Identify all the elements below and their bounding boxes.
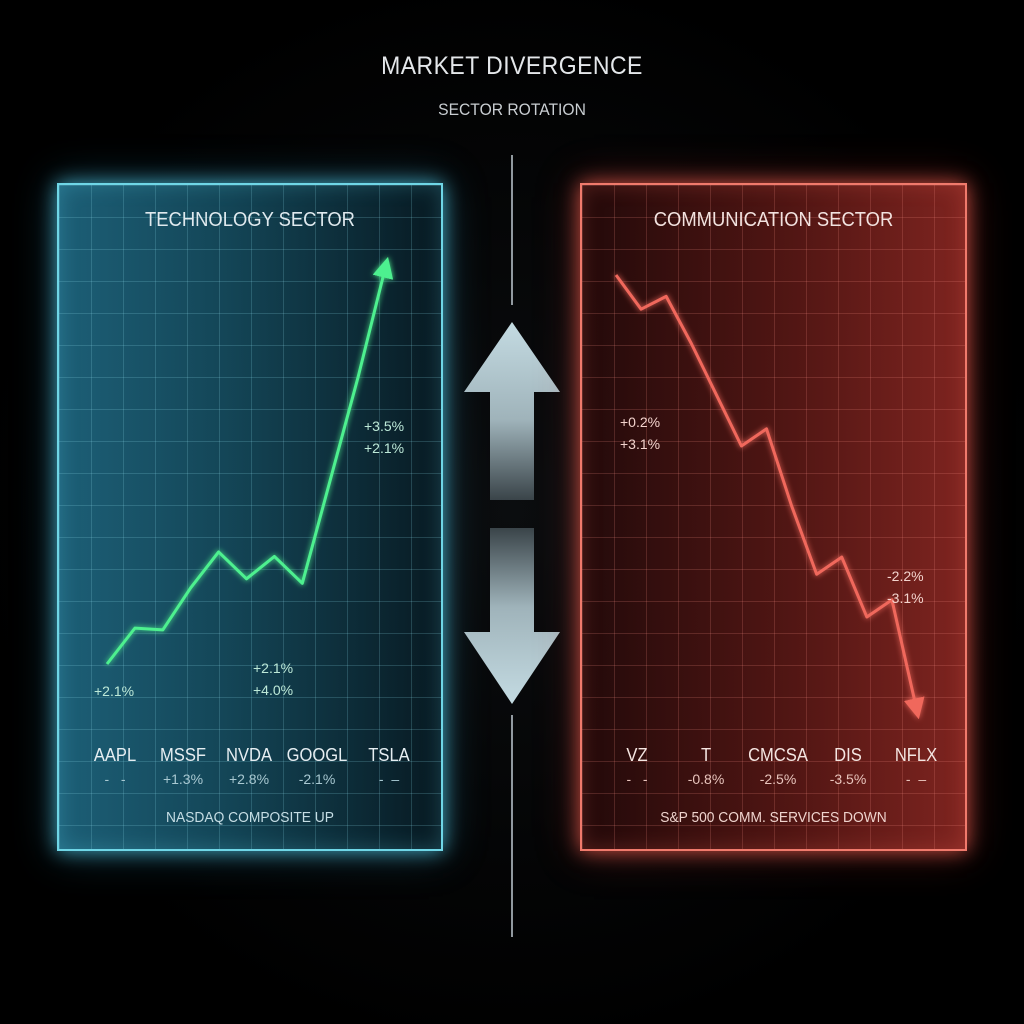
communication-line-chart (614, 274, 925, 720)
panel-footer: S&P 500 COMM. SERVICES DOWN (660, 809, 887, 826)
page-subtitle: SECTOR ROTATION (438, 100, 586, 119)
annotation-line: +4.0% (253, 682, 294, 698)
page-title: MARKET DIVERGENCE (381, 52, 643, 80)
technology-line-chart (105, 256, 394, 665)
center-divider-top (511, 155, 513, 305)
ticker-symbol: TSLA (368, 745, 410, 765)
ticker-symbol: NFLX (894, 745, 938, 765)
communication-sector-panel: COMMUNICATION SECTOR +0.2% +3.1% -2.2% -… (580, 183, 967, 851)
annotation-line: +2.1% (364, 440, 405, 456)
ticker-change: -3.5% (829, 771, 867, 787)
ticker-symbol: NVDA (225, 745, 272, 765)
annotation-start: +2.1% (94, 680, 134, 702)
ticker-dis: DIS -3.5% (813, 745, 883, 787)
ticker-googl: GOOGL -2.1% (282, 745, 352, 787)
annotation-start: +0.2% +3.1% (620, 411, 660, 455)
ticker-change: +2.8% (228, 771, 270, 787)
series-line (614, 274, 925, 720)
technology-sector-panel: TECHNOLOGY SECTOR +2.1% +2.1% +4.0% +3.5… (57, 183, 443, 851)
ticker-change: - – (378, 771, 400, 787)
annotation-mid: +2.1% +4.0% (253, 657, 293, 701)
ticker-change: - - (104, 771, 126, 787)
rotation-arrows (464, 322, 560, 704)
ticker-symbol: T (700, 745, 712, 765)
ticker-change: -0.8% (687, 771, 725, 787)
ticker-mssf: MSSF +1.3% (148, 745, 218, 787)
ticker-vz: VZ - - (602, 745, 672, 787)
series-line (105, 256, 394, 665)
annotation-end: -2.2% -3.1% (887, 565, 924, 609)
center-divider-bottom (511, 715, 513, 937)
annotation-line: +0.2% (620, 414, 661, 430)
annotation-line: +2.1% (253, 660, 294, 676)
annotation-line: +3.1% (620, 436, 661, 452)
annotation-end: +3.5% +2.1% (364, 415, 404, 459)
up-arrow-icon (464, 322, 560, 500)
ticker-row: AAPL - - MSSF +1.3% NVDA +2.8% GOOGL -2.… (59, 745, 441, 797)
annotation-line: -2.2% (887, 568, 924, 584)
ticker-aapl: AAPL - - (80, 745, 150, 787)
ticker-change: - - (626, 771, 648, 787)
panel-title: TECHNOLOGY SECTOR (145, 209, 355, 231)
panel-title: COMMUNICATION SECTOR (653, 209, 894, 231)
down-arrow-icon (464, 528, 560, 704)
ticker-symbol: DIS (834, 745, 862, 765)
ticker-tsla: TSLA - – (354, 745, 424, 787)
ticker-change: -2.1% (298, 771, 336, 787)
annotation-line: +2.1% (94, 683, 135, 699)
ticker-symbol: AAPL (93, 745, 137, 765)
ticker-symbol: CMCSA (748, 745, 808, 765)
ticker-nvda: NVDA +2.8% (214, 745, 284, 787)
annotation-line: +3.5% (364, 418, 405, 434)
ticker-t: T -0.8% (671, 745, 741, 787)
ticker-nflx: NFLX - – (881, 745, 951, 787)
ticker-symbol: VZ (626, 745, 648, 765)
ticker-change: +1.3% (162, 771, 204, 787)
ticker-change: - – (905, 771, 927, 787)
ticker-row: VZ - - T -0.8% CMCSA -2.5% DIS -3.5% NFL… (582, 745, 965, 797)
annotation-line: -3.1% (887, 590, 924, 606)
ticker-symbol: GOOGL (286, 745, 348, 765)
ticker-change: -2.5% (759, 771, 797, 787)
ticker-cmcsa: CMCSA -2.5% (743, 745, 813, 787)
ticker-symbol: MSSF (159, 745, 206, 765)
panel-footer: NASDAQ COMPOSITE UP (166, 809, 334, 826)
